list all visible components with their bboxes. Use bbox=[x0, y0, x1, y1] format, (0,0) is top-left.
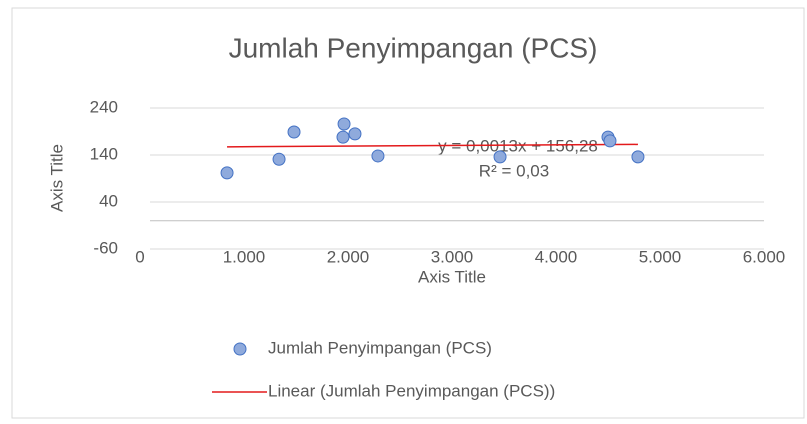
x-tick-label: 1.000 bbox=[223, 247, 266, 266]
point bbox=[220, 166, 234, 180]
y-tick-label: 140 bbox=[90, 144, 118, 163]
point bbox=[272, 152, 286, 166]
point bbox=[493, 150, 507, 164]
chart-border bbox=[11, 7, 805, 419]
legend-marker bbox=[233, 342, 247, 356]
x-tick-label: 3.000 bbox=[431, 247, 474, 266]
x-tick-label: 2.000 bbox=[327, 247, 370, 266]
x-tick-label: 0 bbox=[135, 247, 144, 266]
point bbox=[348, 127, 362, 141]
point bbox=[336, 130, 350, 144]
y-tick-label: 240 bbox=[90, 97, 118, 116]
trendline bbox=[227, 143, 638, 148]
point bbox=[371, 149, 385, 163]
x-axis-title: Axis Title bbox=[418, 267, 486, 286]
chart-title: Jumlah Penyimpangan (PCS) bbox=[229, 32, 598, 63]
y-tick-label: -60 bbox=[93, 238, 118, 257]
point bbox=[603, 134, 617, 148]
point bbox=[337, 117, 351, 131]
x-tick-label: 4.000 bbox=[535, 247, 578, 266]
x-tick-label: 6.000 bbox=[743, 247, 786, 266]
trend-equation: y = 0,0013x + 156,28 bbox=[438, 136, 598, 155]
x-tick-label: 5.000 bbox=[639, 247, 682, 266]
trend-r2: R² = 0,03 bbox=[479, 161, 549, 180]
legend-label: Jumlah Penyimpangan (PCS) bbox=[268, 338, 492, 357]
legend-label: Linear (Jumlah Penyimpangan (PCS)) bbox=[268, 381, 555, 400]
y-axis-title: Axis Title bbox=[47, 144, 66, 212]
y-tick-label: 40 bbox=[99, 191, 118, 210]
point bbox=[631, 150, 645, 164]
point bbox=[287, 125, 301, 139]
